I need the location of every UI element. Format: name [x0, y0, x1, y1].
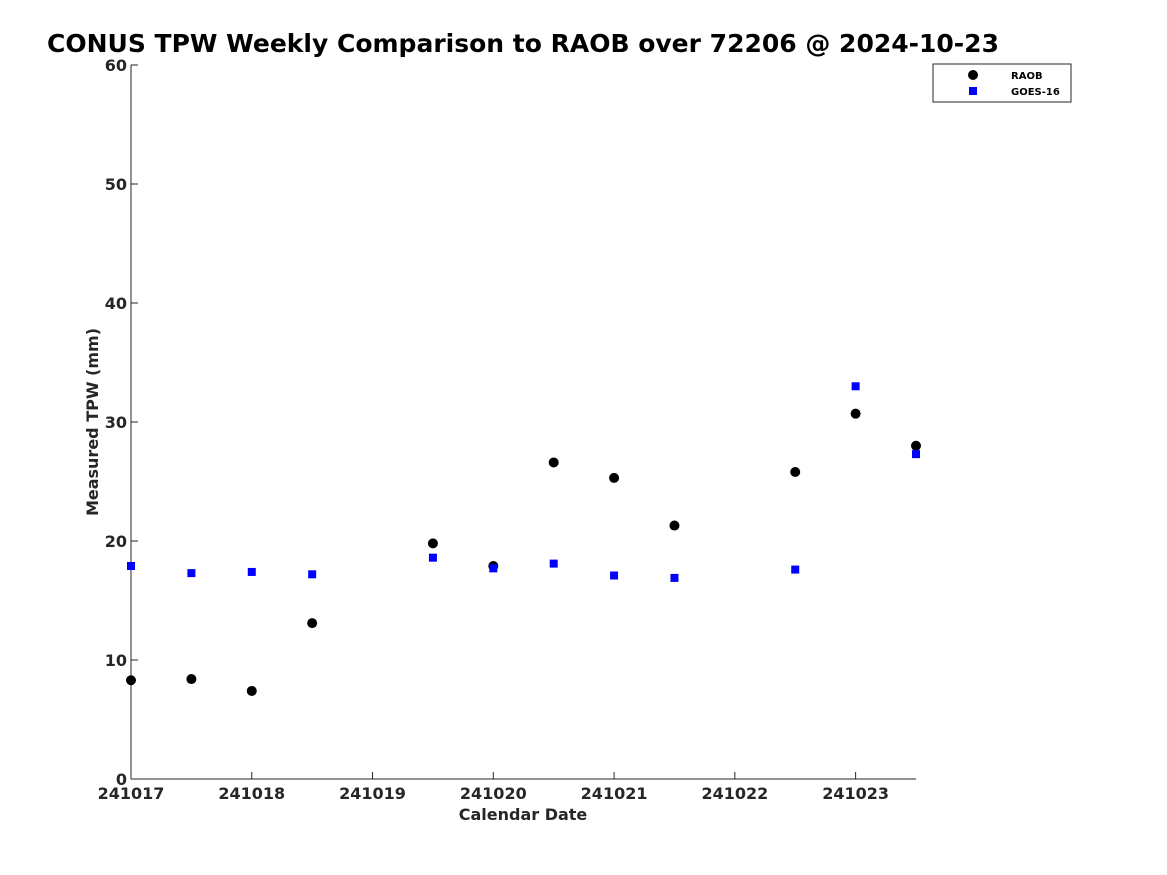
y-tick-label: 30 — [105, 413, 127, 432]
legend-goes-16-marker — [969, 87, 977, 95]
goes-16-point — [610, 571, 619, 580]
legend: RAOB GOES-16 — [932, 63, 1072, 103]
raob-point — [186, 674, 197, 685]
raob-point — [609, 472, 620, 483]
raob-point — [669, 520, 680, 531]
x-tick-label: 241019 — [339, 784, 406, 803]
y-tick-label: 10 — [105, 651, 127, 670]
y-tick-label: 50 — [105, 175, 127, 194]
x-tick-label: 241022 — [701, 784, 768, 803]
goes-16-point — [851, 382, 860, 391]
y-tick-label: 20 — [105, 532, 127, 551]
x-tick-label: 241021 — [581, 784, 648, 803]
raob-point — [427, 538, 438, 549]
raob-point — [911, 440, 921, 451]
raob-point — [126, 675, 136, 686]
y-tick-label: 60 — [105, 56, 127, 75]
y-axis-label: Measured TPW (mm) — [83, 328, 102, 516]
goes-16-point — [187, 569, 196, 578]
y-tick-label: 40 — [105, 294, 127, 313]
goes-16-point — [489, 564, 498, 573]
plot-area — [130, 65, 916, 780]
raob-point — [307, 618, 318, 629]
x-tick-label: 241017 — [98, 784, 165, 803]
goes-16-point — [912, 450, 920, 459]
y-axis: 0 10 20 30 40 50 60 — [105, 56, 138, 789]
x-axis: 241017 241018 241019 241020 241021 241022 2410… — [98, 772, 889, 803]
goes-16-point — [428, 553, 437, 562]
chart-title: CONUS TPW Weekly Comparison to RAOB over… — [47, 29, 999, 58]
raob-point — [850, 408, 861, 419]
raob-point — [790, 466, 801, 477]
goes-16-point — [247, 567, 256, 576]
legend-raob-label: RAOB — [1011, 71, 1043, 82]
goes-16-point — [670, 573, 679, 582]
goes-16-point — [308, 570, 317, 579]
legend-box — [932, 63, 1072, 103]
x-tick-label: 241018 — [218, 784, 285, 803]
data-points — [126, 382, 921, 696]
x-tick-label: 241020 — [460, 784, 527, 803]
legend-raob-marker — [968, 70, 978, 80]
goes-16-point — [791, 565, 800, 574]
x-tick-label: 241023 — [822, 784, 889, 803]
legend-goes-16-label: GOES-16 — [1011, 87, 1060, 98]
goes-16-point — [549, 559, 558, 568]
y-tick-label: 0 — [116, 770, 127, 789]
raob-point — [246, 685, 257, 696]
x-axis-label: Calendar Date — [459, 805, 588, 824]
raob-point — [548, 457, 559, 468]
goes-16-point — [127, 561, 135, 570]
